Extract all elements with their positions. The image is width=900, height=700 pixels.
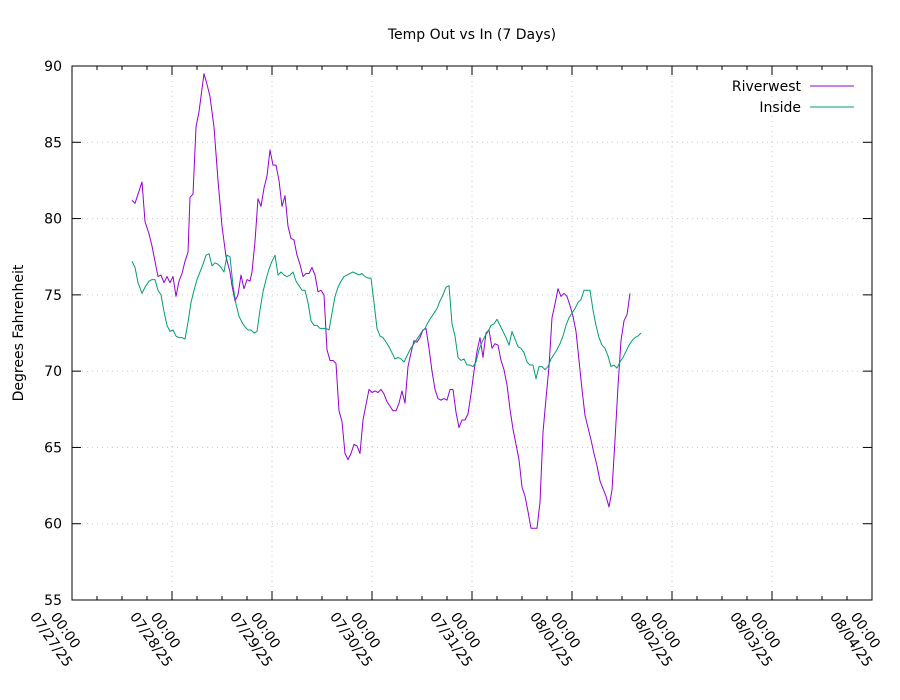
y-tick-label: 90 [44, 59, 62, 75]
plot-frame [71, 65, 873, 601]
legend-label-inside: Inside [759, 100, 801, 116]
legend: Riverwest Inside [732, 79, 854, 116]
legend-label-riverwest: Riverwest [732, 79, 802, 95]
grid-lines [72, 66, 872, 600]
y-tick-label: 80 [44, 212, 62, 228]
y-tick-label: 70 [44, 364, 62, 380]
series-line-inside [131, 253, 642, 380]
y-tick-label: 75 [44, 288, 62, 304]
y-axis-label: Degrees Fahrenheit [11, 264, 27, 401]
chart-title: Temp Out vs In (7 Days) [387, 27, 556, 43]
series-line-riverwest [131, 73, 631, 529]
y-tick-label: 55 [44, 593, 62, 609]
y-tick-label: 85 [44, 135, 62, 151]
y-tick-label: 60 [44, 517, 62, 533]
y-tick-labels: 55 60 65 70 75 80 85 90 [44, 59, 62, 609]
y-tick-label: 65 [44, 440, 62, 456]
series-lines [131, 73, 642, 529]
